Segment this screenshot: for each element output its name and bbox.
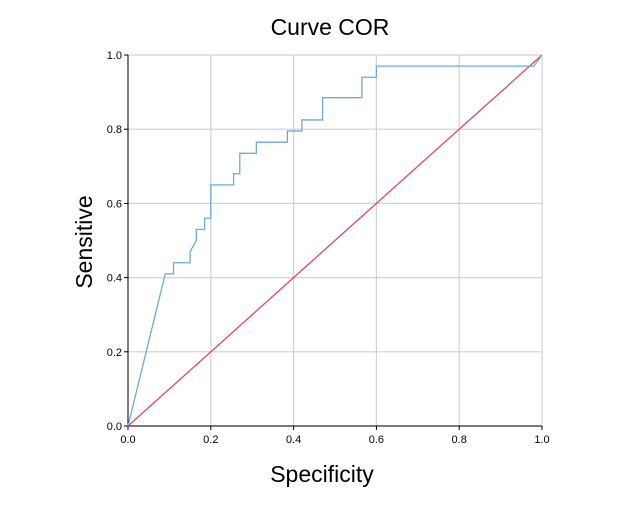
y-tick-label: 0.8 <box>107 124 122 136</box>
y-tick-label: 1.0 <box>107 50 122 62</box>
y-axis-title: Sensitive <box>71 195 97 288</box>
axis-layer <box>124 54 543 430</box>
y-tick-label: 0.2 <box>107 347 122 359</box>
roc-curve-line <box>127 54 543 427</box>
x-tick-label: 0.0 <box>120 434 135 446</box>
x-tick-label: 0.8 <box>452 434 467 446</box>
y-tick-label: 0.6 <box>107 198 122 210</box>
x-axis-title: Specificity <box>270 461 374 487</box>
series-layer <box>127 54 543 427</box>
x-tick-label: 0.2 <box>203 434 218 446</box>
tick-label-layer: 0.0 0.2 0.4 0.6 0.8 1.0 0.0 0.2 0.4 0.6 0.8 1.0 <box>107 50 550 446</box>
chart-title: Curve COR <box>271 14 390 40</box>
x-tick-label: 1.0 <box>534 434 549 446</box>
x-tick-label: 0.4 <box>286 434 301 446</box>
x-tick-label: 0.6 <box>369 434 384 446</box>
y-tick-label: 0.0 <box>107 421 122 433</box>
y-tick-label: 0.4 <box>107 273 122 285</box>
reference-line <box>127 54 543 427</box>
